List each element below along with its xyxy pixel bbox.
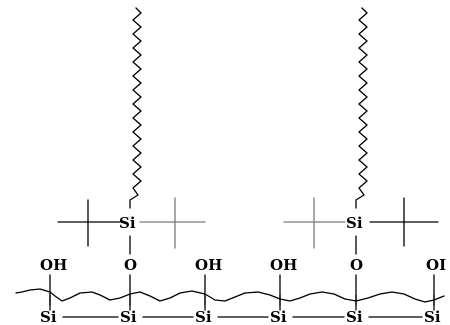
silica-backbone: Si Si Si Si Si Si: [15, 288, 445, 325]
surface-si-label-3: Si: [195, 308, 212, 325]
surface-si-label-5: Si: [346, 308, 363, 325]
left-silane-si-label: Si: [119, 214, 136, 232]
left-alkyl-chain: [129, 7, 142, 209]
right-alkyl-chain: [355, 7, 368, 209]
surface-wave: [15, 288, 445, 303]
surface-si-label-6: Si: [424, 308, 441, 325]
surface-si-label-1: Si: [40, 308, 57, 325]
left-linker-oxygen-label: O: [124, 256, 137, 274]
hydroxyl-label-3: OH: [270, 256, 297, 274]
surface-si-label-4: Si: [270, 308, 287, 325]
hydroxyl-label-2: OH: [195, 256, 222, 274]
right-linker-oxygen-label: O: [350, 256, 363, 274]
surface-hydroxyls: OH OH OH OI: [40, 256, 446, 306]
right-silane-group: Si O: [283, 7, 439, 306]
right-silane-si-label: Si: [346, 214, 363, 232]
left-silane-group: Si O: [57, 7, 206, 306]
hydroxyl-label-4-cut: OI: [426, 256, 446, 274]
hydroxyl-label-1: OH: [40, 256, 67, 274]
surface-si-label-2: Si: [120, 308, 137, 325]
